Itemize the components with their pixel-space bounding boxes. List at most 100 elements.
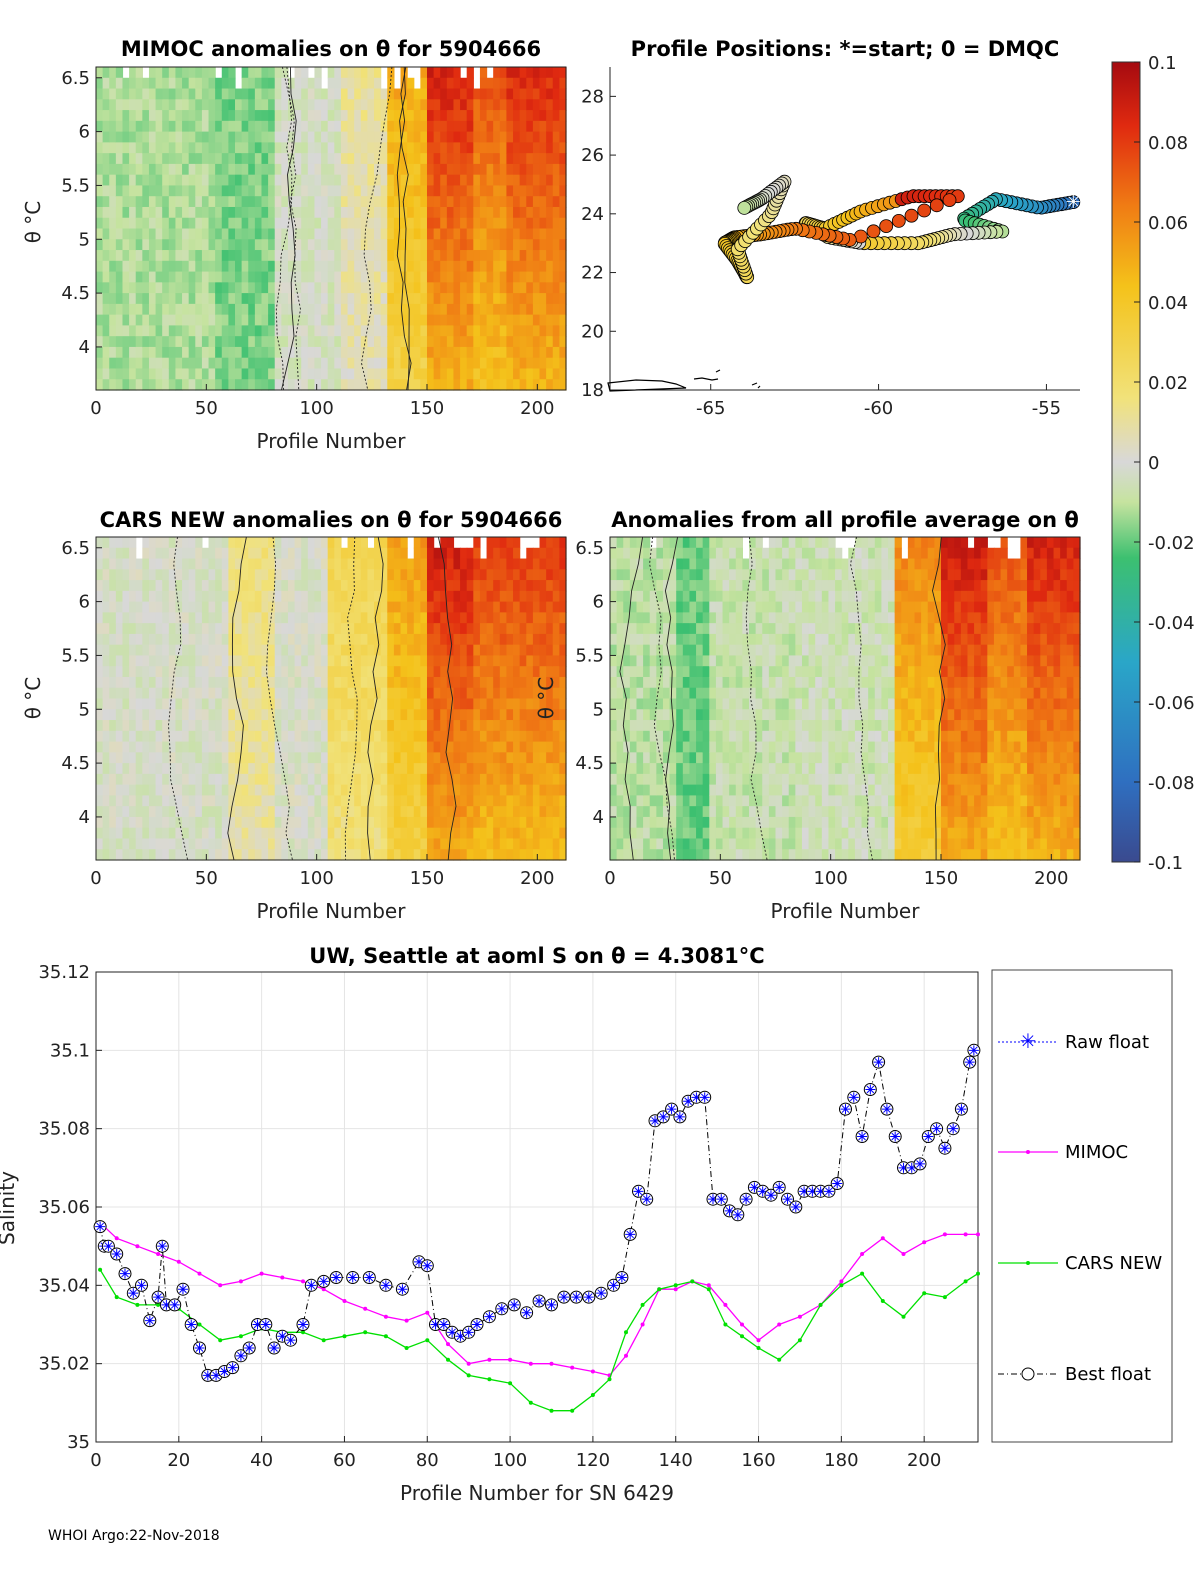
heatmap-cell [201,644,210,657]
heatmap-cell [122,293,130,305]
heatmap-cell [539,217,547,230]
heatmap-cell [513,623,521,635]
heatmap-cell [182,163,190,176]
heatmap-cell [610,537,618,549]
heatmap-cell [221,239,229,251]
heatmap-cell [241,314,249,326]
heatmap-cell [682,601,691,613]
heatmap-cell [208,260,216,273]
heatmap-cell [506,590,514,603]
heatmap-cell [532,687,541,700]
heatmap-cell [155,752,163,764]
heatmap-cell [506,196,514,208]
heatmap-cell [636,676,644,689]
heatmap-cell [340,784,349,796]
heatmap-cell [466,336,474,348]
heatmap-cell [380,612,388,624]
heatmap-cell [532,142,541,154]
heatmap-cell [115,271,124,283]
heatmap-cell [321,569,329,581]
heatmap-cell [321,120,329,133]
heatmap-cell [175,282,183,294]
heatmap-cell [182,131,190,143]
heatmap-cell [656,709,664,721]
heatmap-cell [479,698,488,710]
heatmap-cell [466,590,474,603]
heatmap-cell [215,558,223,570]
heatmap-cell [228,838,236,850]
heatmap-cell [407,666,415,678]
heatmap-cell [221,558,229,570]
heatmap-cell [142,816,150,829]
axes-frame [95,536,567,861]
heatmap-cell [314,314,322,326]
heatmap-cell [102,99,110,111]
heatmap-cell [662,601,671,613]
heatmap-cell [546,730,554,743]
allavg-heatmap [610,536,1081,861]
heatmap-cell [374,763,382,775]
heatmap-cell [552,633,560,646]
heatmap-cell [493,698,501,710]
heatmap-cell [182,601,190,613]
heatmap-cell [629,752,638,764]
heatmap-cell [235,816,243,829]
heatmap-cell [321,88,329,100]
heatmap-cell [162,752,170,764]
heatmap-cell [162,827,170,840]
heatmap-cell [340,368,349,380]
heatmap-cell [552,239,560,251]
heatmap-cell [440,612,448,624]
heatmap-cell [532,379,541,391]
heatmap-cell [215,346,223,359]
y-tick-label: 22 [581,263,604,284]
heatmap-cell [643,612,651,624]
heatmap-cell [367,709,375,721]
heatmap-cell [426,687,435,700]
heatmap-cell [215,676,223,689]
heatmap-cell [301,590,309,603]
heatmap-cell [506,601,514,613]
heatmap-cell [440,655,448,667]
heatmap-cell [102,698,110,710]
heatmap-cell [460,590,468,603]
heatmap-cell [122,752,130,764]
heatmap-cell [155,795,163,807]
heatmap-cell [327,163,335,176]
heatmap-cell [636,687,644,700]
heatmap-cell [374,346,382,359]
heatmap-cell [162,303,170,316]
heatmap-cell [539,633,547,646]
heatmap-cell [374,806,382,818]
heatmap-cell [559,537,567,549]
heatmap-cell [689,773,697,786]
heatmap-cell [168,110,177,122]
heatmap-cell [327,590,335,603]
heatmap-cell [281,357,289,370]
heatmap-cell [453,206,461,219]
heatmap-cell [393,346,402,359]
heatmap-cell [182,206,190,219]
heatmap-cell [347,88,355,100]
heatmap-cell [616,795,624,807]
heatmap-cell [513,196,521,208]
heatmap-cell [155,239,163,251]
heatmap-cell [374,741,382,753]
heatmap-cell [649,838,657,850]
heatmap-cell [354,773,362,786]
heatmap-cell [241,601,249,613]
heatmap-cell [195,773,203,786]
heatmap-cell [526,806,534,818]
heatmap-cell [228,569,236,581]
heatmap-cell [360,163,369,176]
heatmap-cell [314,633,322,646]
heatmap-cell [122,250,130,262]
heatmap-cell [446,67,455,79]
heatmap-cell [387,88,395,100]
heatmap-cell [393,590,402,603]
heatmap-cell [142,655,150,667]
heatmap-cell [440,174,448,187]
heatmap-cell [669,633,677,646]
heatmap-cell [420,368,428,380]
heatmap-cell [96,99,104,111]
